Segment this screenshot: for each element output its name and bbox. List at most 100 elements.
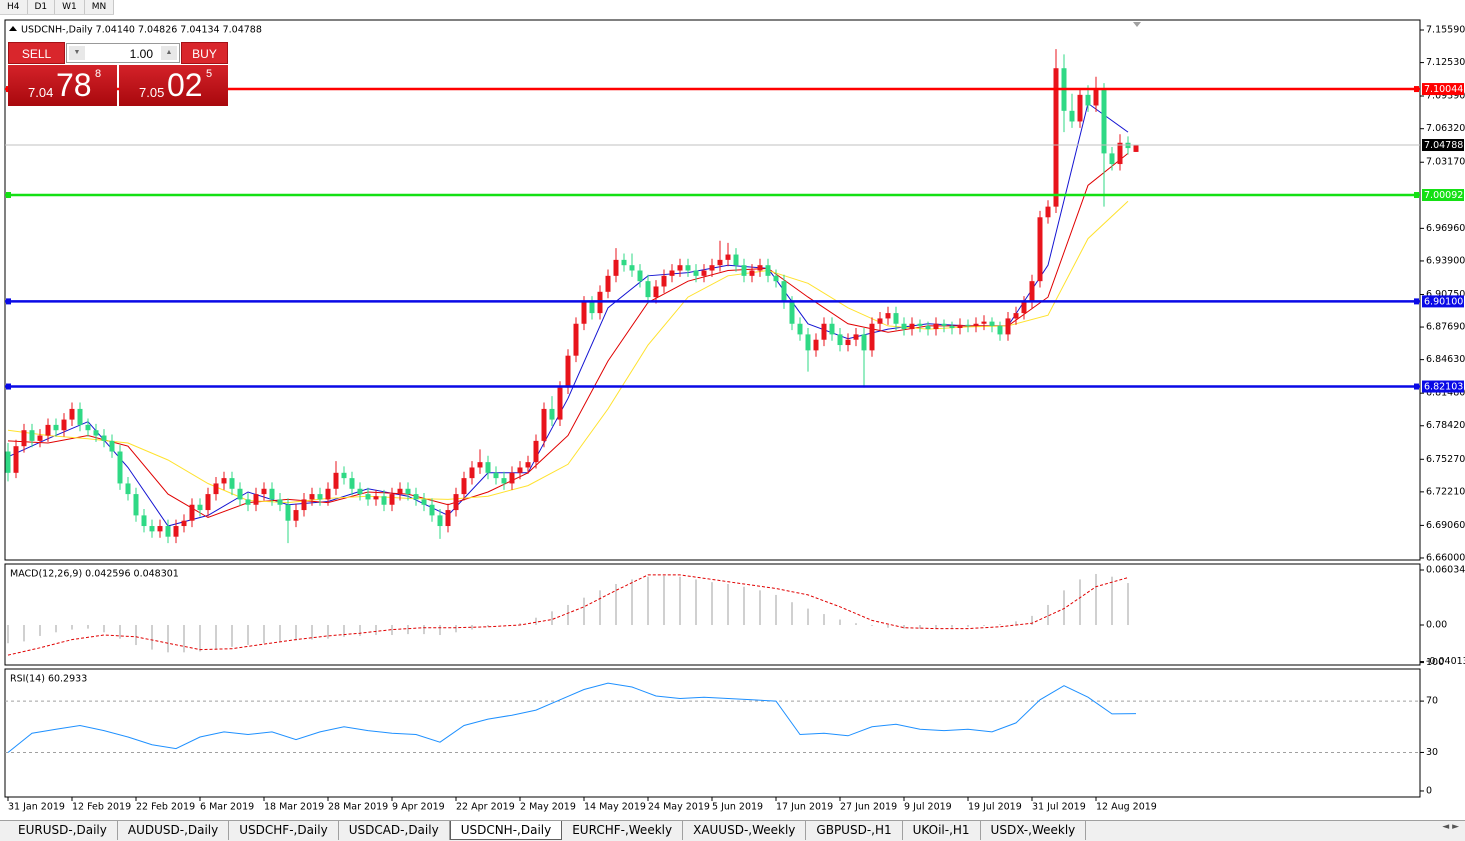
chart-tab[interactable]: GBPUSD-,H1 xyxy=(806,821,903,840)
panel-title: MACD(12,26,9) 0.042596 0.048301 xyxy=(10,569,179,580)
buy-button[interactable]: BUY xyxy=(181,42,228,64)
candle-body xyxy=(109,440,115,452)
chart-tab[interactable]: USDCNH-,Daily xyxy=(449,821,563,840)
lot-field[interactable]: ▼ 1.00 ▲ xyxy=(66,43,180,63)
x-tick-label: 24 May 2019 xyxy=(648,802,710,813)
sell-price[interactable]: 7.04 78 8 xyxy=(8,65,117,106)
candle-body xyxy=(309,494,315,500)
y-tick-label: 7.15590 xyxy=(1426,25,1465,36)
candle-body xyxy=(821,323,827,340)
level-label-box xyxy=(1422,380,1464,393)
candle-body xyxy=(341,472,347,479)
candle-body xyxy=(877,318,883,324)
candle-body xyxy=(117,451,123,484)
candle-body xyxy=(1053,68,1059,207)
moving-average xyxy=(7,153,1129,519)
background xyxy=(0,0,1465,820)
panel-title: RSI(14) 60.2933 xyxy=(10,674,87,685)
chart-tab[interactable]: USDX-,Weekly xyxy=(981,821,1087,840)
candle-body xyxy=(365,494,371,500)
rsi-line xyxy=(7,682,1137,753)
candle-body xyxy=(389,494,395,505)
candle-body xyxy=(277,499,283,505)
candle-body xyxy=(837,334,843,346)
collapse-icon[interactable] xyxy=(9,26,17,31)
candle-body xyxy=(381,496,387,505)
candle-body xyxy=(1093,89,1099,106)
last-price-label: 7.04788 xyxy=(1424,140,1463,151)
x-tick-label: 6 Mar 2019 xyxy=(200,802,254,813)
candle-body xyxy=(469,467,475,479)
candle-body xyxy=(1013,313,1019,319)
chart-tab[interactable]: UKOil-,H1 xyxy=(903,821,981,840)
candle-body xyxy=(349,478,355,489)
x-tick-label: 22 Feb 2019 xyxy=(136,802,195,813)
candle-body xyxy=(637,270,643,282)
candle-body xyxy=(621,259,627,266)
candle-body xyxy=(533,440,539,463)
buy-price[interactable]: 7.05 02 5 xyxy=(119,65,228,106)
candle-body xyxy=(517,467,523,473)
lot-down[interactable]: ▼ xyxy=(69,46,85,60)
candle-body xyxy=(765,265,771,276)
candle-body xyxy=(29,430,35,441)
candle-body xyxy=(437,515,443,527)
timeframe-button[interactable]: D1 xyxy=(28,0,56,14)
chart-tab[interactable]: USDCAD-,Daily xyxy=(339,821,450,840)
candle-body xyxy=(421,499,427,505)
timeframe-button[interactable]: W1 xyxy=(55,0,85,14)
price-fraction: 8 xyxy=(95,68,102,80)
y-tick-label: 6.90750 xyxy=(1426,289,1465,300)
timeframe-toolbar: H4 D1 W1 MN xyxy=(0,0,115,15)
x-tick-label: 19 Jul 2019 xyxy=(968,802,1022,813)
candle-body xyxy=(541,408,547,441)
candle-body xyxy=(1045,206,1051,218)
y-tick-label: 6.84630 xyxy=(1426,354,1465,365)
y-tick-label: 7.06320 xyxy=(1426,123,1465,134)
y-tick-label: 6.93900 xyxy=(1426,255,1465,266)
chart-tab[interactable]: AUDUSD-,Daily xyxy=(118,821,230,840)
candle-body xyxy=(85,424,91,431)
chart-tab[interactable]: USDCHF-,Daily xyxy=(229,821,339,840)
tab-scroll[interactable]: ◄ ► xyxy=(1442,822,1459,832)
y-tick-label: 6.72210 xyxy=(1426,486,1465,497)
candle-body xyxy=(813,339,819,351)
candle-body xyxy=(317,494,323,500)
candle-body xyxy=(509,472,515,484)
sell-button[interactable]: SELL xyxy=(8,42,65,64)
chart-tab[interactable]: EURUSD-,Daily xyxy=(8,821,118,840)
x-tick-label: 31 Jan 2019 xyxy=(8,802,65,813)
lot-up[interactable]: ▲ xyxy=(161,46,177,60)
candle-body xyxy=(557,387,563,420)
level-label-box xyxy=(1422,83,1464,96)
y-tick-label: 6.81480 xyxy=(1426,388,1465,399)
candle-body xyxy=(1029,281,1035,303)
candle-body xyxy=(677,265,683,271)
x-tick-label: 17 Jun 2019 xyxy=(776,802,833,813)
shift-marker[interactable] xyxy=(1133,22,1141,27)
candle-body xyxy=(565,355,571,388)
candle-body xyxy=(205,494,211,511)
candle-body xyxy=(957,324,963,329)
candle-body xyxy=(829,323,835,335)
candle-body xyxy=(157,526,163,532)
level-label-box xyxy=(1422,295,1464,308)
level-handle xyxy=(1414,383,1419,390)
candle-body xyxy=(101,435,107,441)
y-tick-label: 7.03170 xyxy=(1426,157,1465,168)
lot-value: 1.00 xyxy=(129,47,153,61)
x-tick-label: 31 Jul 2019 xyxy=(1032,802,1086,813)
candle-body xyxy=(893,313,899,324)
candle-body xyxy=(325,488,331,500)
panel-title: USDCNH-,Daily 7.04140 7.04826 7.04134 7.… xyxy=(21,25,262,36)
chart-tab[interactable]: XAUUSD-,Weekly xyxy=(683,821,807,840)
timeframe-button[interactable]: MN xyxy=(85,0,115,14)
level-label: 6.82103 xyxy=(1424,382,1463,393)
level-handle xyxy=(1414,86,1419,93)
candle-body xyxy=(293,510,299,521)
candle-body xyxy=(581,302,587,324)
chart-tab[interactable]: EURCHF-,Weekly xyxy=(562,821,684,840)
level-handle xyxy=(1414,192,1419,199)
y-tick-label: 6.75270 xyxy=(1426,454,1465,465)
timeframe-button[interactable]: H4 xyxy=(0,0,28,14)
